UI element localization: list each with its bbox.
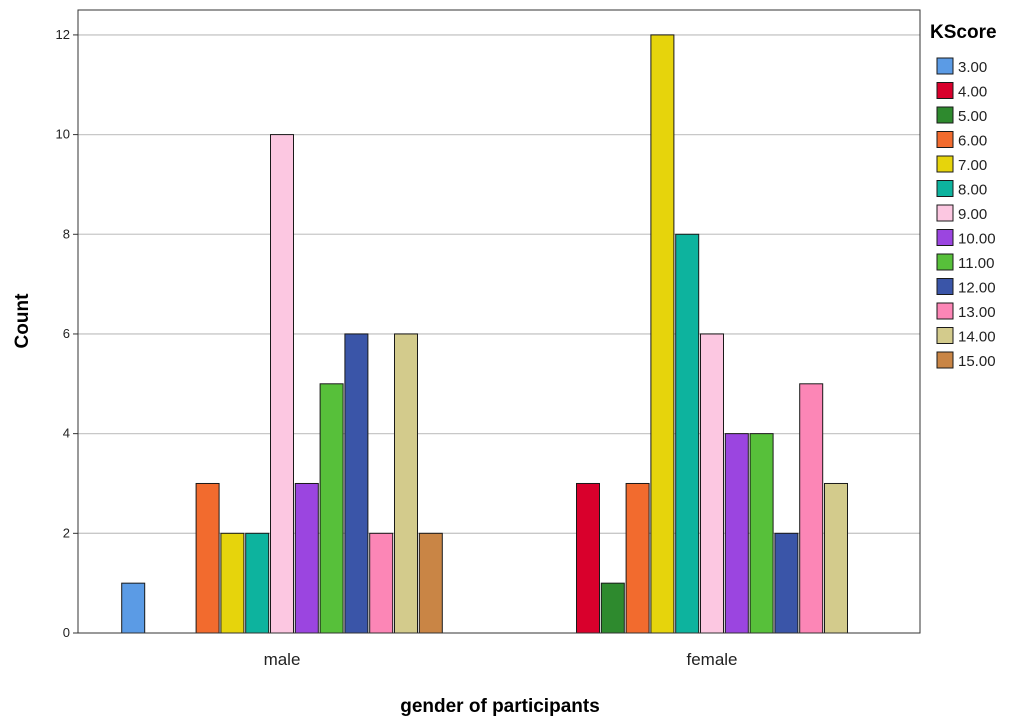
y-tick-label: 12 — [56, 27, 70, 42]
legend-swatch — [936, 204, 954, 222]
x-category-label: male — [264, 650, 301, 669]
x-axis-title: gender of participants — [400, 696, 600, 717]
bar-female-14.00 — [824, 482, 848, 634]
legend: KScore 3.00 4.00 5.00 6.00 7.00 8.00 9.00 10.00… — [922, 8, 1018, 388]
bar-male-11.00 — [319, 383, 344, 634]
legend-swatch — [936, 155, 954, 173]
bar-male-3.00 — [121, 582, 146, 634]
y-tick-label: 2 — [63, 525, 70, 540]
y-tick-label: 4 — [63, 426, 70, 441]
bar-female-4.00 — [576, 482, 600, 634]
legend-swatch — [936, 180, 954, 197]
legend-swatch — [936, 327, 954, 344]
bar-female-9.00 — [700, 333, 724, 634]
bar-male-14.00 — [394, 333, 418, 634]
y-axis-title: Count — [12, 293, 33, 349]
plot-frame — [77, 9, 921, 634]
legend-label: 10.00 — [958, 231, 996, 248]
bar-female-10.00 — [724, 433, 749, 634]
bar-male-13.00 — [369, 532, 394, 634]
bar-female-11.00 — [749, 433, 774, 634]
legend-label: 11.00 — [958, 255, 994, 272]
bar-male-6.00 — [195, 482, 220, 634]
legend-label: 9.00 — [958, 206, 987, 223]
bar-female-12.00 — [774, 532, 799, 634]
bars — [121, 34, 848, 634]
legend-label: 12.00 — [958, 280, 996, 297]
legend-swatch — [936, 82, 954, 99]
bar-female-13.00 — [799, 383, 824, 634]
legend-label: 15.00 — [958, 353, 996, 370]
bar-male-9.00 — [270, 134, 294, 634]
y-axis-ticks: 0 2 4 6 8 10 12 — [56, 27, 78, 640]
legend-swatch — [936, 106, 954, 124]
y-tick-label: 10 — [56, 127, 70, 142]
y-tick-label: 6 — [63, 326, 70, 341]
legend-items: 3.00 4.00 5.00 6.00 7.00 8.00 9.00 10.00 11.00 12… — [936, 57, 996, 370]
legend-label: 6.00 — [958, 133, 987, 150]
bar-female-5.00 — [600, 582, 625, 634]
legend-label: 5.00 — [958, 108, 987, 125]
bar-male-12.00 — [344, 333, 369, 634]
legend-swatch — [936, 57, 954, 75]
bar-male-7.00 — [220, 532, 245, 634]
x-axis-categories: male female — [264, 650, 738, 669]
legend-label: 4.00 — [958, 84, 987, 101]
bar-female-6.00 — [625, 482, 650, 634]
bar-male-8.00 — [245, 532, 270, 634]
x-category-label: female — [686, 650, 737, 669]
legend-swatch — [936, 131, 954, 148]
legend-swatch — [936, 229, 954, 246]
legend-label: 13.00 — [958, 304, 996, 321]
legend-swatch — [936, 351, 954, 369]
y-tick-label: 0 — [63, 625, 70, 640]
legend-swatch — [936, 253, 954, 271]
bar-male-15.00 — [418, 532, 443, 634]
legend-swatch — [936, 302, 954, 320]
gridlines — [78, 34, 920, 534]
legend-label: 14.00 — [958, 329, 996, 346]
legend-label: 3.00 — [958, 59, 987, 76]
legend-swatch — [936, 278, 954, 295]
bar-female-7.00 — [650, 34, 675, 634]
bar-male-10.00 — [294, 482, 319, 634]
legend-label: 8.00 — [958, 182, 987, 199]
bar-female-8.00 — [675, 233, 700, 634]
legend-title: KScore — [930, 22, 997, 43]
legend-label: 7.00 — [958, 157, 987, 174]
y-tick-label: 8 — [63, 226, 70, 241]
